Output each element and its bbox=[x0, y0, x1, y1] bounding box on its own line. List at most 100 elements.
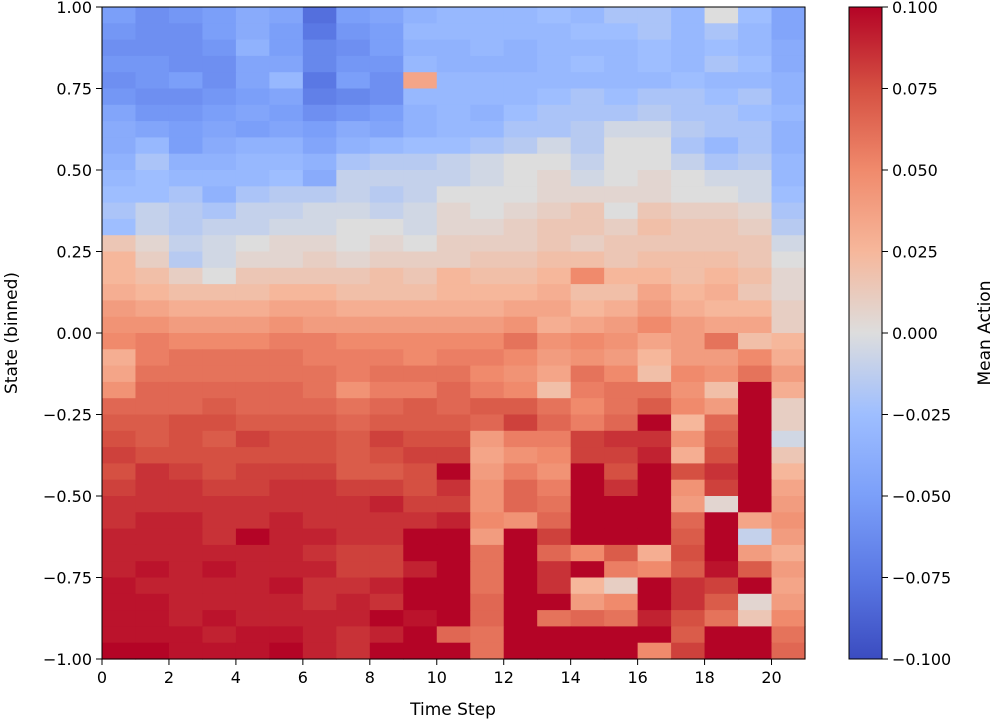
heatmap-cell bbox=[738, 447, 773, 464]
heatmap-cell bbox=[637, 430, 672, 448]
heatmap-cell bbox=[637, 137, 672, 155]
heatmap-cell bbox=[235, 381, 270, 399]
heatmap-cell bbox=[403, 23, 438, 41]
heatmap-cell bbox=[403, 430, 438, 448]
heatmap-cell bbox=[302, 267, 337, 285]
heatmap-cell bbox=[235, 39, 270, 57]
heatmap-cell bbox=[168, 577, 204, 595]
heatmap-cell bbox=[570, 642, 605, 660]
heatmap-cell bbox=[235, 267, 270, 285]
heatmap-cell bbox=[302, 381, 337, 399]
heatmap-cell bbox=[671, 170, 706, 187]
heatmap-cell bbox=[436, 414, 471, 432]
heatmap-cell bbox=[403, 137, 438, 155]
heatmap-cell bbox=[269, 463, 304, 481]
heatmap-cell bbox=[403, 170, 438, 187]
heatmap-cell bbox=[436, 642, 471, 660]
heatmap-cell bbox=[470, 561, 505, 579]
heatmap-cell bbox=[604, 398, 639, 416]
heatmap-cell bbox=[704, 333, 739, 350]
heatmap-cell bbox=[604, 381, 639, 399]
heatmap-cell bbox=[269, 398, 304, 416]
heatmap-cell bbox=[369, 430, 404, 448]
heatmap-cell bbox=[336, 528, 371, 546]
heatmap-cell bbox=[135, 593, 170, 611]
heatmap-cell bbox=[102, 479, 137, 497]
heatmap-cell bbox=[302, 430, 337, 448]
heatmap-cell bbox=[102, 398, 137, 416]
heatmap-cell bbox=[537, 186, 572, 204]
heatmap-cell bbox=[235, 642, 270, 660]
heatmap-cell bbox=[135, 153, 170, 171]
heatmap-cell bbox=[704, 186, 739, 204]
heatmap-cell bbox=[436, 398, 471, 416]
heatmap-cell bbox=[470, 642, 505, 660]
heatmap-cell bbox=[771, 300, 806, 318]
heatmap-cell bbox=[235, 610, 270, 627]
heatmap-cell bbox=[537, 496, 572, 513]
heatmap-cell bbox=[202, 202, 237, 220]
heatmap-cell bbox=[269, 39, 304, 57]
heatmap-cell bbox=[202, 39, 237, 57]
heatmap-cell bbox=[671, 610, 706, 627]
heatmap-cell bbox=[135, 333, 170, 350]
heatmap-cell bbox=[102, 430, 137, 448]
heatmap-cell bbox=[704, 316, 739, 334]
heatmap-cell bbox=[436, 72, 471, 90]
heatmap-cell bbox=[135, 479, 170, 497]
heatmap-cell bbox=[403, 642, 438, 660]
heatmap-cell bbox=[671, 104, 706, 122]
heatmap-cell bbox=[537, 284, 572, 301]
heatmap-cell bbox=[202, 55, 237, 73]
heatmap-cell bbox=[269, 121, 304, 138]
heatmap-cell bbox=[537, 235, 572, 253]
heatmap-cell bbox=[704, 121, 739, 138]
heatmap-cell bbox=[503, 316, 538, 334]
heatmap-cell bbox=[202, 593, 237, 611]
heatmap-cell bbox=[168, 284, 204, 301]
heatmap-cell bbox=[704, 447, 739, 464]
heatmap-cell bbox=[704, 267, 739, 285]
heatmap-cell bbox=[537, 153, 572, 171]
heatmap-cell bbox=[135, 414, 170, 432]
heatmap-cell bbox=[369, 300, 404, 318]
heatmap-cell bbox=[135, 251, 170, 269]
heatmap-cell bbox=[403, 381, 438, 399]
heatmap-cell bbox=[503, 414, 538, 432]
heatmap-cell bbox=[771, 463, 806, 481]
heatmap-cell bbox=[570, 316, 605, 334]
heatmap-cell bbox=[537, 463, 572, 481]
heatmap-cell bbox=[570, 104, 605, 122]
heatmap-cell bbox=[369, 170, 404, 187]
heatmap-cell bbox=[336, 55, 371, 73]
heatmap-cell bbox=[235, 23, 270, 41]
heatmap-cell bbox=[503, 365, 538, 383]
heatmap-cell bbox=[235, 121, 270, 138]
heatmap-cell bbox=[102, 593, 137, 611]
heatmap-cell bbox=[570, 300, 605, 318]
heatmap-cell bbox=[168, 512, 204, 530]
heatmap-cell bbox=[470, 593, 505, 611]
heatmap-cell bbox=[604, 496, 639, 513]
heatmap-cell bbox=[604, 447, 639, 464]
heatmap-cell bbox=[671, 153, 706, 171]
heatmap-cell bbox=[503, 267, 538, 285]
heatmap-cell bbox=[168, 593, 204, 611]
heatmap-cell bbox=[436, 104, 471, 122]
heatmap-cell bbox=[637, 365, 672, 383]
heatmap-cell bbox=[168, 202, 204, 220]
heatmap-cell bbox=[671, 186, 706, 204]
heatmap-cell bbox=[135, 170, 170, 187]
heatmap-cell bbox=[436, 561, 471, 579]
heatmap-cell bbox=[604, 300, 639, 318]
heatmap-cell bbox=[436, 202, 471, 220]
heatmap-cell bbox=[302, 170, 337, 187]
heatmap-cell bbox=[235, 235, 270, 253]
heatmap-cell bbox=[202, 153, 237, 171]
heatmap-cell bbox=[269, 218, 304, 236]
heatmap-cell bbox=[168, 251, 204, 269]
heatmap-cell bbox=[470, 479, 505, 497]
heatmap-cell bbox=[503, 202, 538, 220]
heatmap-cell bbox=[202, 626, 237, 644]
heatmap-cell bbox=[537, 398, 572, 416]
